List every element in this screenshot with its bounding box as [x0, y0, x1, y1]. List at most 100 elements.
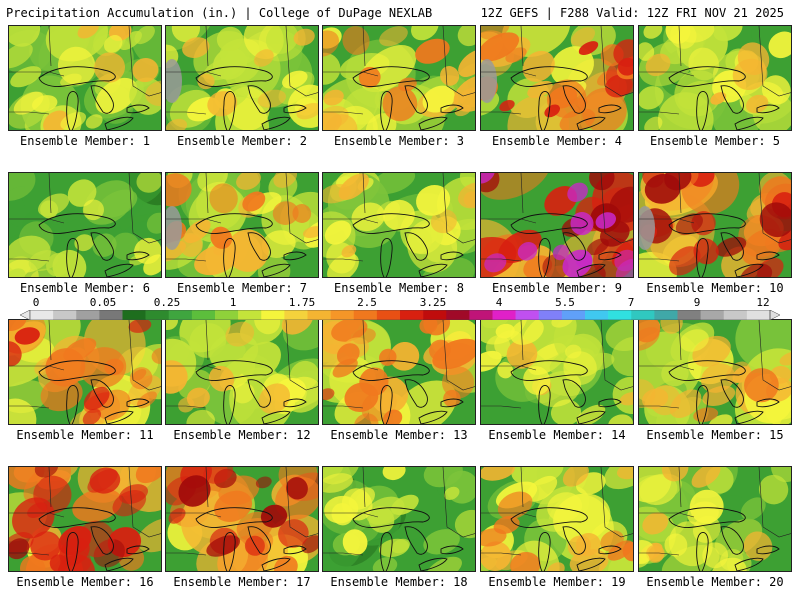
ensemble-panel-9 [480, 172, 634, 278]
header-valid-time: 12Z GEFS | F288 Valid: 12Z FRI NOV 21 20… [480, 6, 784, 20]
precip-map-1 [9, 26, 161, 130]
colorbar-tick-label: 2.5 [357, 296, 377, 309]
precip-map-11 [9, 320, 161, 424]
ensemble-panel-7 [165, 172, 319, 278]
ensemble-panel-8 [322, 172, 476, 278]
great-lakes-outline [38, 360, 150, 424]
colorbar-segment [353, 310, 378, 320]
member-label: Ensemble Member: 4 [491, 134, 623, 148]
colorbar-segment [446, 310, 470, 320]
ensemble-panel-5 [638, 25, 792, 131]
precip-map-6 [9, 173, 161, 277]
precip-map-7 [166, 173, 318, 277]
ensemble-panel-10 [638, 172, 792, 278]
colorbar-segment [746, 310, 771, 320]
colorbar-segment [723, 310, 748, 320]
colorbar-segment [376, 310, 401, 320]
ensemble-panel-19 [480, 466, 634, 572]
colorbar-segment [215, 310, 239, 320]
precip-map-5 [639, 26, 791, 130]
colorbar-tick-label: 0.05 [89, 296, 117, 309]
colorbar-tick-label: 12 [756, 296, 770, 309]
colorbar-segment [30, 310, 54, 320]
colorbar-min-arrow [20, 310, 31, 320]
great-lakes-outline [195, 360, 307, 424]
member-label: Ensemble Member: 2 [176, 134, 308, 148]
great-lakes-outline [38, 213, 150, 277]
colorbar-tick-label: 3.25 [419, 296, 447, 309]
colorbar-tick-label: 0 [32, 296, 40, 309]
colorbar-segment [261, 310, 285, 320]
colorbar-segment [631, 310, 655, 320]
ensemble-panel-16 [8, 466, 162, 572]
precip-map-15 [639, 320, 791, 424]
ensemble-panel-14 [480, 319, 634, 425]
colorbar-segment [330, 310, 355, 320]
ensemble-panel-20 [638, 466, 792, 572]
precip-map-19 [481, 467, 633, 571]
member-label: Ensemble Member: 15 [646, 428, 784, 442]
member-label: Ensemble Member: 14 [488, 428, 626, 442]
member-label: Ensemble Member: 9 [491, 281, 623, 295]
precip-map-10 [639, 173, 791, 277]
precip-map-13 [323, 320, 475, 424]
colorbar-segment [284, 310, 308, 320]
colorbar-tick-label: 9 [693, 296, 701, 309]
ensemble-panel-3 [322, 25, 476, 131]
colorbar-tick-label: 1.75 [288, 296, 316, 309]
colorbar-segment [191, 310, 216, 320]
colorbar-segment [76, 310, 100, 320]
colorbar-segment [307, 310, 331, 320]
precip-map-2 [166, 26, 318, 130]
ensemble-panel-13 [322, 319, 476, 425]
colorbar-segment [585, 310, 609, 320]
great-lakes-outline [510, 213, 622, 277]
great-lakes-outline [352, 360, 464, 424]
colorbar-segment [53, 310, 77, 320]
precip-colorbar [20, 310, 780, 320]
colorbar-segment [538, 310, 563, 320]
great-lakes-outline [195, 213, 307, 277]
colorbar-segment [515, 310, 540, 320]
precip-map-8 [323, 173, 475, 277]
member-label: Ensemble Member: 12 [173, 428, 311, 442]
ensemble-panel-11 [8, 319, 162, 425]
colorbar-segment [677, 310, 701, 320]
precip-map-3 [323, 26, 475, 130]
colorbar-segment [122, 310, 146, 320]
great-lakes-outline [510, 507, 622, 571]
member-label: Ensemble Member: 17 [173, 575, 311, 589]
member-label: Ensemble Member: 10 [646, 281, 784, 295]
member-label: Ensemble Member: 5 [649, 134, 781, 148]
colorbar-segment [654, 310, 678, 320]
colorbar-segment [238, 310, 262, 320]
ensemble-panel-18 [322, 466, 476, 572]
precip-map-14 [481, 320, 633, 424]
colorbar-tick-label: 5.5 [555, 296, 575, 309]
colorbar-tick-label: 1 [229, 296, 237, 309]
ensemble-panel-1 [8, 25, 162, 131]
colorbar-tick-label: 7 [627, 296, 635, 309]
member-label: Ensemble Member: 18 [330, 575, 468, 589]
member-label: Ensemble Member: 1 [19, 134, 151, 148]
great-lakes-outline [38, 66, 150, 130]
great-lakes-outline [352, 213, 464, 277]
colorbar-segment [145, 310, 170, 320]
ensemble-panel-6 [8, 172, 162, 278]
great-lakes-outline [195, 66, 307, 130]
colorbar-tick-label: 4 [495, 296, 503, 309]
member-label: Ensemble Member: 8 [333, 281, 465, 295]
member-label: Ensemble Member: 16 [16, 575, 154, 589]
header-title: Precipitation Accumulation (in.) | Colle… [6, 6, 433, 20]
great-lakes-outline [352, 66, 464, 130]
great-lakes-outline [38, 507, 150, 571]
colorbar-segment [469, 310, 493, 320]
precip-map-12 [166, 320, 318, 424]
precip-map-4 [481, 26, 633, 130]
precip-map-17 [166, 467, 318, 571]
member-label: Ensemble Member: 3 [333, 134, 465, 148]
member-label: Ensemble Member: 11 [16, 428, 154, 442]
ensemble-panel-4 [480, 25, 634, 131]
great-lakes-outline [510, 66, 622, 130]
ensemble-panel-15 [638, 319, 792, 425]
